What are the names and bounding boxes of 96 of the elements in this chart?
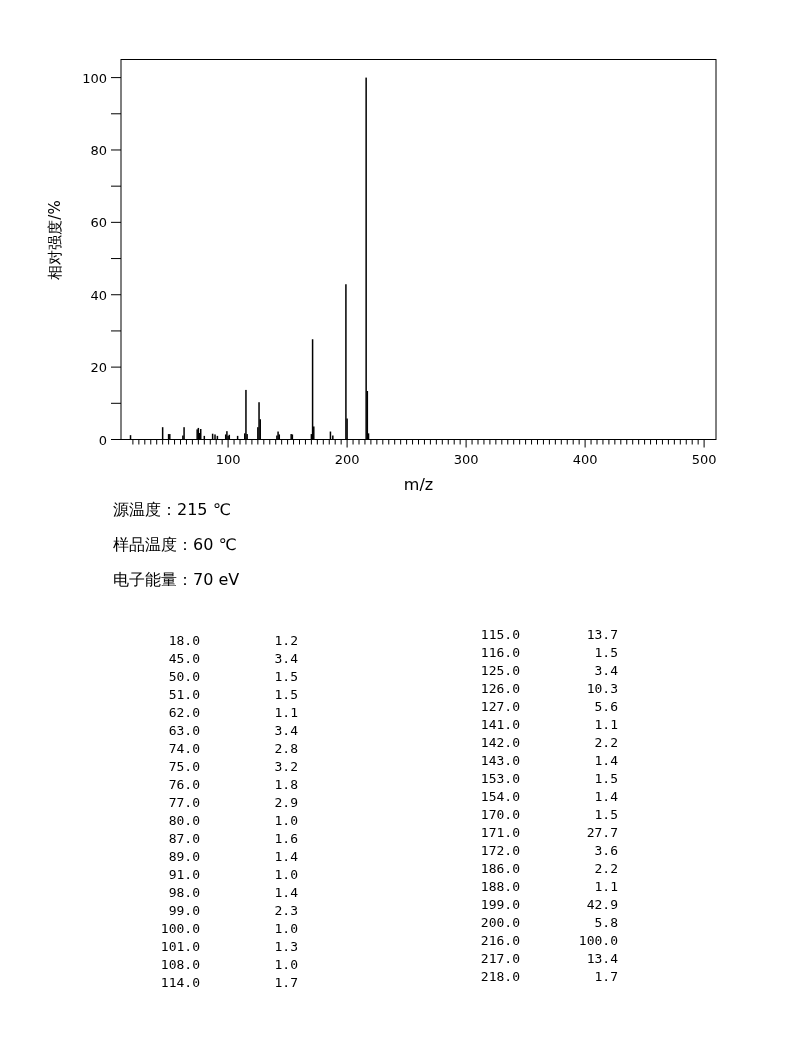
- text: 1.2: [274, 633, 298, 648]
- text: 13.7: [586, 627, 618, 642]
- text: 1.4: [594, 753, 619, 768]
- text: 200.0: [480, 915, 520, 930]
- text: 51.0: [168, 687, 200, 702]
- text: 1.1: [274, 705, 298, 720]
- text: 1.0: [274, 813, 298, 828]
- text: 2.2: [594, 735, 618, 750]
- text: 1.1: [594, 717, 618, 732]
- text: 115.0: [480, 627, 520, 642]
- text: 1.4: [274, 885, 299, 900]
- text: 199.0: [480, 897, 520, 912]
- x-tick-label: 400: [572, 451, 598, 467]
- text: 1.5: [594, 771, 618, 786]
- y-tick-label: 20: [90, 360, 107, 376]
- text: 76.0: [168, 777, 200, 792]
- text: 1.5: [274, 687, 298, 702]
- text: 114.0: [160, 975, 200, 990]
- text: 74.0: [168, 741, 200, 756]
- text: 63.0: [168, 723, 200, 738]
- text: 1.0: [274, 921, 298, 936]
- text: 143.0: [480, 753, 520, 768]
- text: 142.0: [480, 735, 520, 750]
- text: 2.9: [274, 795, 298, 810]
- text: 1.5: [274, 669, 298, 684]
- text: 172.0: [480, 843, 520, 858]
- text: 89.0: [168, 849, 200, 864]
- y-tick-label: 40: [90, 287, 107, 303]
- text: 45.0: [168, 651, 200, 666]
- text: 100.0: [578, 933, 618, 948]
- x-tick-label: 200: [334, 451, 360, 467]
- text: 1.3: [274, 939, 298, 954]
- text: 27.7: [586, 825, 618, 840]
- text: 电子能量：70 eV: [113, 570, 240, 589]
- text: 1.7: [274, 975, 298, 990]
- text: 126.0: [480, 681, 520, 696]
- text: 62.0: [168, 705, 200, 720]
- text: 样品温度：60 ℃: [113, 535, 237, 554]
- text: 1.7: [594, 969, 618, 984]
- y-tick-label: 60: [90, 215, 107, 231]
- text: 42.9: [586, 897, 618, 912]
- text: 3.4: [274, 723, 299, 738]
- x-axis-title: m/z: [403, 474, 434, 494]
- text: 50.0: [168, 669, 200, 684]
- text: 87.0: [168, 831, 200, 846]
- text: 217.0: [480, 951, 520, 966]
- text: 186.0: [480, 861, 520, 876]
- text: 99.0: [168, 903, 200, 918]
- text: 1.5: [594, 807, 618, 822]
- text: 2.8: [274, 741, 298, 756]
- text: 1.0: [274, 957, 298, 972]
- text: 1.5: [594, 645, 618, 660]
- text: 101.0: [160, 939, 200, 954]
- text: 218.0: [480, 969, 520, 984]
- x-tick-label: 100: [215, 451, 241, 467]
- text: 188.0: [480, 879, 520, 894]
- text: 108.0: [160, 957, 200, 972]
- text: 2.2: [594, 861, 618, 876]
- text: 3.4: [594, 663, 619, 678]
- text: 3.4: [274, 651, 299, 666]
- text: 源温度：215 ℃: [113, 500, 231, 519]
- text: 10.3: [586, 681, 618, 696]
- text: 154.0: [480, 789, 520, 804]
- text: 13.4: [586, 951, 619, 966]
- text: 98.0: [168, 885, 200, 900]
- y-tick-label: 100: [82, 70, 107, 86]
- text: 5.6: [594, 699, 618, 714]
- text: 80.0: [168, 813, 200, 828]
- text: 3.2: [274, 759, 298, 774]
- x-tick-label: 300: [453, 451, 479, 467]
- text: 1.6: [274, 831, 298, 846]
- text: 127.0: [480, 699, 520, 714]
- text: 216.0: [480, 933, 520, 948]
- text: 5.8: [594, 915, 618, 930]
- text: 3.6: [594, 843, 618, 858]
- text: 141.0: [480, 717, 520, 732]
- text: 91.0: [168, 867, 200, 882]
- y-tick-label: 0: [98, 432, 107, 448]
- text: 75.0: [168, 759, 200, 774]
- text: 1.4: [274, 849, 299, 864]
- text: 2.3: [274, 903, 298, 918]
- text: 100.0: [160, 921, 200, 936]
- text: 77.0: [168, 795, 200, 810]
- x-tick-label: 500: [691, 451, 717, 467]
- text: 1.0: [274, 867, 298, 882]
- y-tick-label: 80: [90, 142, 107, 158]
- text: 1.8: [274, 777, 298, 792]
- text: 18.0: [168, 633, 200, 648]
- y-axis-title: 相对强度/%: [46, 200, 64, 280]
- text: 171.0: [480, 825, 520, 840]
- text: 1.4: [594, 789, 619, 804]
- text: 125.0: [480, 663, 520, 678]
- text: 170.0: [480, 807, 520, 822]
- text: 1.1: [594, 879, 618, 894]
- text: 116.0: [480, 645, 520, 660]
- text: 153.0: [480, 771, 520, 786]
